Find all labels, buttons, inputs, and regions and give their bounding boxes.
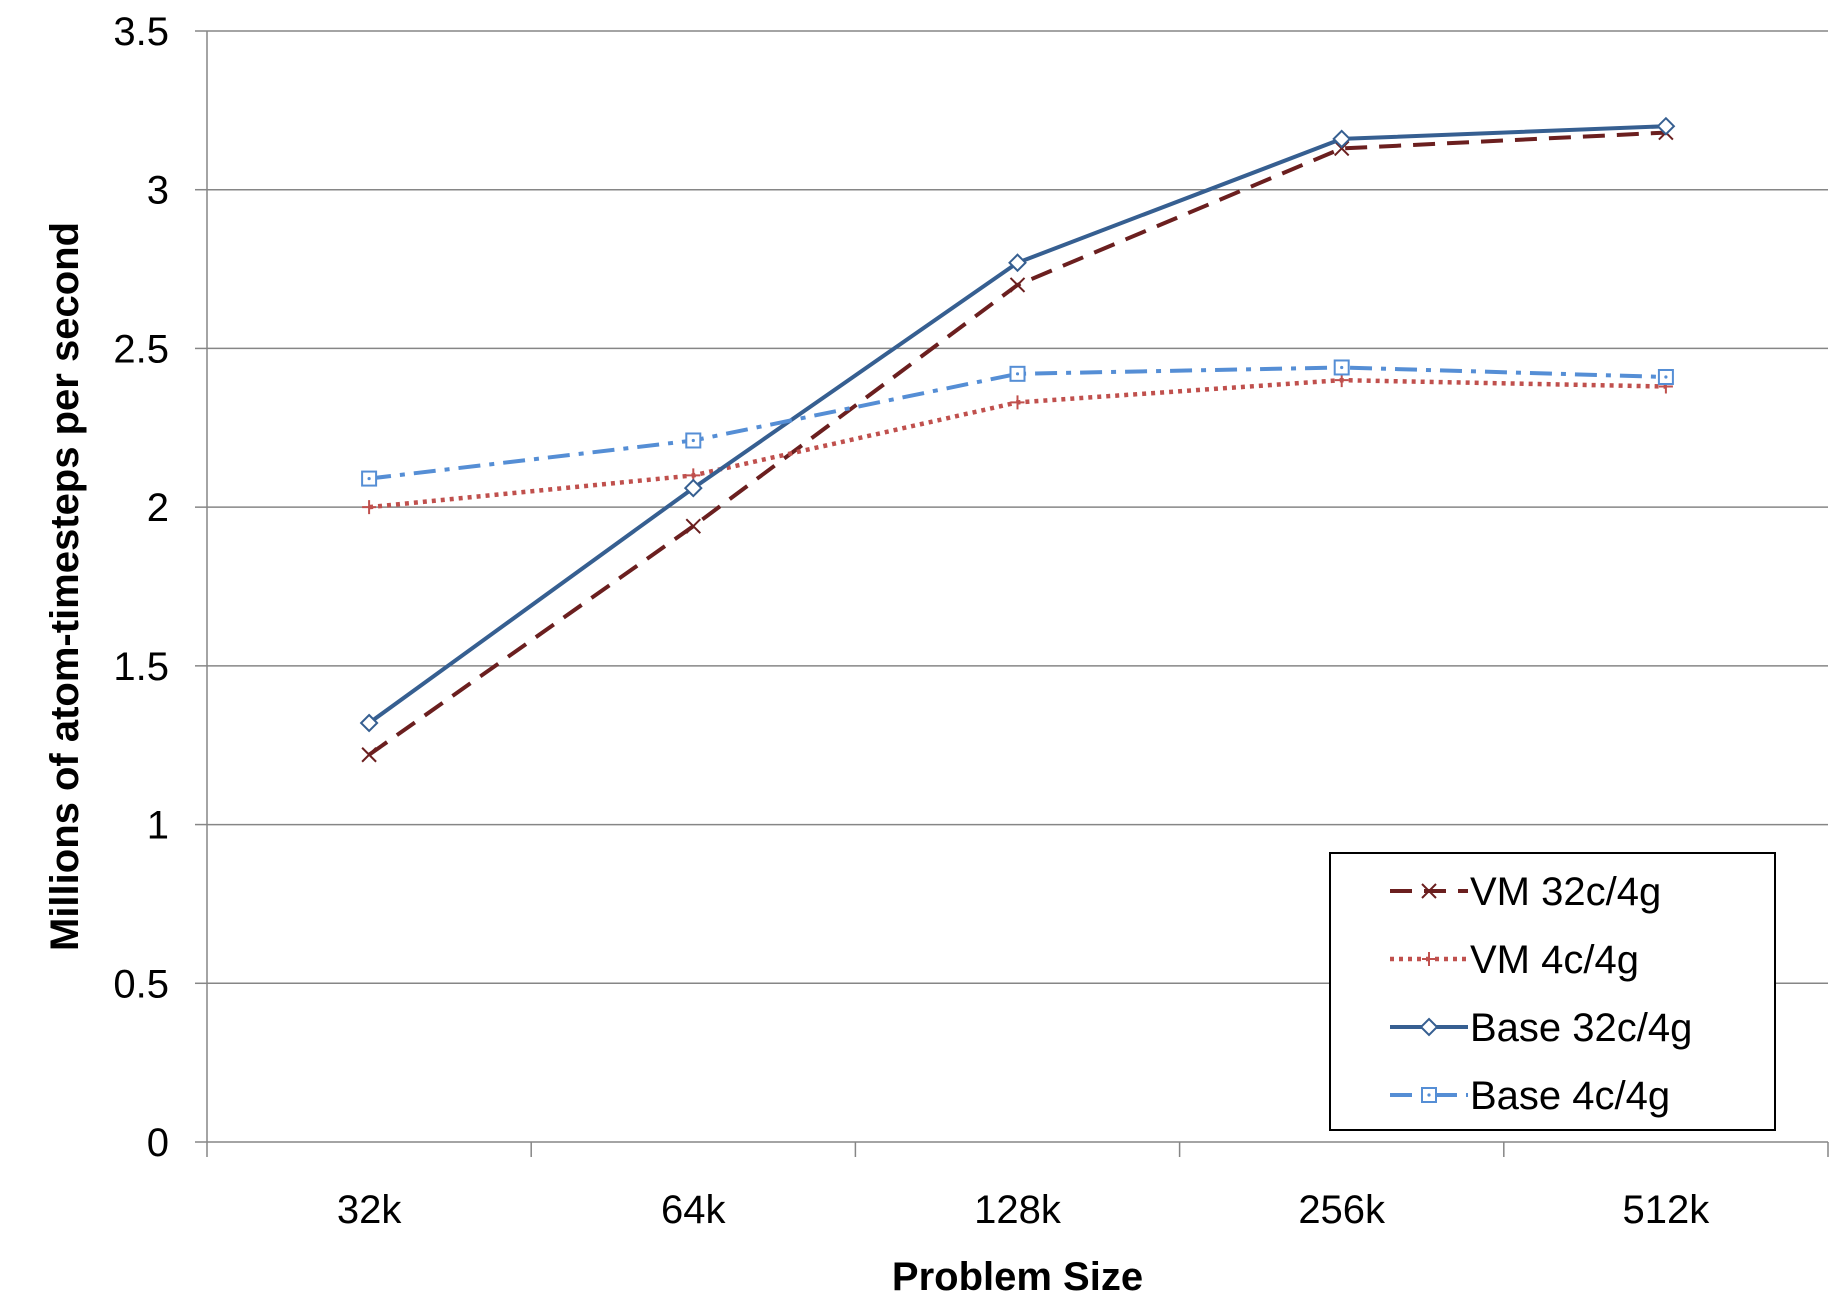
data-point bbox=[362, 500, 377, 515]
x-axis-title: Problem Size bbox=[892, 1255, 1143, 1298]
y-tick-label: 1 bbox=[147, 804, 169, 848]
data-point bbox=[1334, 373, 1349, 388]
y-tick-label: 2 bbox=[147, 486, 169, 530]
series-line bbox=[367, 124, 1666, 725]
data-point bbox=[1010, 395, 1025, 410]
data-point bbox=[359, 713, 379, 733]
data-point bbox=[1009, 365, 1026, 382]
legend-item: Base 4c/4g bbox=[1390, 1074, 1670, 1118]
axes: 0 0.5 1 1.5 2 2.5 3 3.5 32k 64k 128k 256k 512k bbox=[113, 10, 1829, 1232]
data-point bbox=[683, 478, 703, 498]
data-point bbox=[1657, 368, 1674, 385]
data-point bbox=[1656, 116, 1676, 136]
data-point bbox=[1333, 140, 1350, 157]
y-tick-label: 0 bbox=[147, 1121, 169, 1165]
data-point bbox=[685, 518, 702, 534]
legend-item: VM 32c/4g bbox=[1390, 870, 1661, 914]
x-tick-label: 32k bbox=[337, 1188, 402, 1232]
y-tick-label: 1.5 bbox=[113, 645, 169, 689]
legend-marker bbox=[1422, 952, 1436, 966]
data-point bbox=[361, 470, 378, 487]
legend-label: VM 4c/4g bbox=[1470, 938, 1639, 982]
y-tick-label: 3.5 bbox=[113, 10, 169, 54]
data-point bbox=[1332, 129, 1352, 149]
legend: VM 32c/4g VM 4c/4g Base 32c/4g Base 4c/4g bbox=[1329, 852, 1776, 1131]
legend-box bbox=[1329, 852, 1776, 1131]
x-tick-label: 256k bbox=[1298, 1188, 1386, 1232]
y-axis-title: Millions of atom-timesteps per second bbox=[43, 222, 87, 951]
data-point bbox=[1009, 277, 1026, 293]
y-tick-label: 0.5 bbox=[113, 962, 169, 1006]
series-base-32c-4g bbox=[359, 116, 1676, 733]
series-line bbox=[368, 365, 1666, 481]
x-tick-label: 128k bbox=[974, 1188, 1062, 1232]
series-base-4c-4g bbox=[361, 359, 1674, 487]
x-tick-label: 512k bbox=[1623, 1188, 1711, 1232]
data-point bbox=[1333, 359, 1350, 376]
data-point bbox=[685, 432, 702, 449]
series-vm-4c-4g bbox=[362, 373, 1673, 515]
series-layer bbox=[359, 116, 1676, 763]
data-point bbox=[1008, 253, 1027, 273]
series-vm-32c-4g bbox=[361, 124, 1674, 763]
data-point bbox=[361, 747, 377, 763]
x-tick-label: 64k bbox=[661, 1188, 726, 1232]
legend-marker bbox=[1421, 883, 1437, 899]
legend-label: Base 4c/4g bbox=[1470, 1074, 1670, 1118]
legend-item: VM 4c/4g bbox=[1390, 938, 1639, 982]
legend-marker bbox=[1419, 1017, 1439, 1037]
legend-marker bbox=[1421, 1087, 1437, 1103]
series-line bbox=[367, 130, 1666, 757]
gridlines bbox=[207, 30, 1828, 985]
y-tick-label: 2.5 bbox=[113, 327, 169, 371]
y-tick-label: 3 bbox=[147, 169, 169, 213]
legend-label: Base 32c/4g bbox=[1470, 1006, 1692, 1050]
legend-item: Base 32c/4g bbox=[1390, 1006, 1692, 1050]
legend-label: VM 32c/4g bbox=[1470, 870, 1661, 914]
